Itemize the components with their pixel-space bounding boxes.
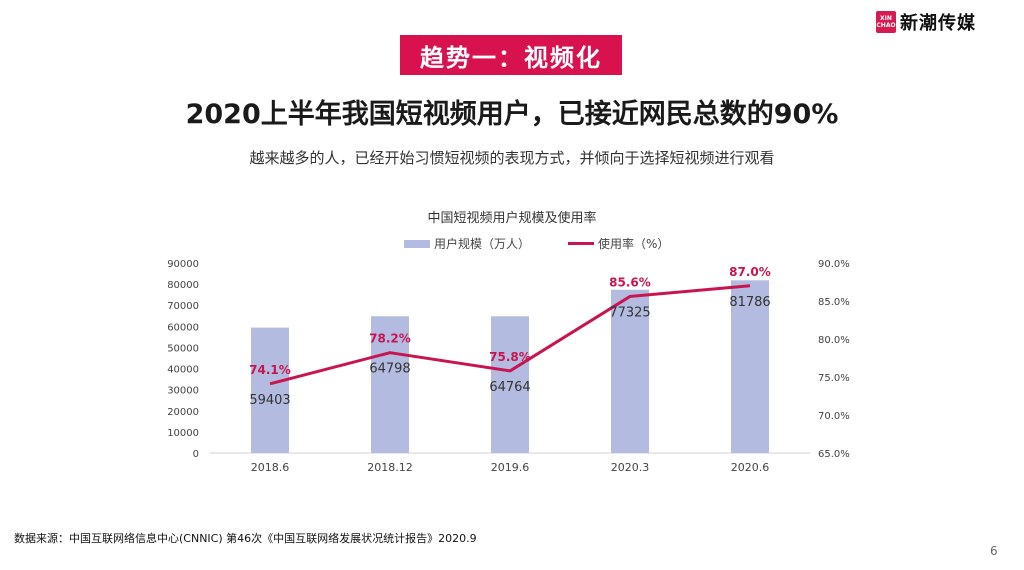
combo-chart: 0 10000 20000 30000 40000 50000 60000 70000 8000… bbox=[167, 259, 850, 474]
legend-bar-swatch bbox=[404, 239, 430, 248]
y-left-tick-label: 10000 bbox=[167, 428, 199, 439]
logo-badge-icon: XIN CHAO bbox=[876, 11, 896, 33]
line-value-label: 87.0% bbox=[729, 265, 771, 279]
y-left-tick-label: 40000 bbox=[167, 365, 199, 376]
bar-value-label: 77325 bbox=[609, 305, 650, 320]
y-left-tick-label: 70000 bbox=[167, 301, 199, 312]
y-right-tick-label: 90.0% bbox=[818, 259, 850, 270]
brand-logo: XIN CHAO 新潮传媒 bbox=[876, 9, 976, 35]
y-right-tick-label: 70.0% bbox=[818, 411, 850, 422]
bar-value-label: 64798 bbox=[369, 362, 410, 377]
y-left-tick-label: 50000 bbox=[167, 343, 199, 354]
bar-value-label: 81786 bbox=[729, 295, 770, 310]
x-tick-label: 2018.6 bbox=[251, 461, 290, 474]
x-tick-label: 2018.12 bbox=[367, 461, 413, 474]
y-left-tick-label: 80000 bbox=[167, 280, 199, 291]
y-left-tick-label: 30000 bbox=[167, 386, 199, 397]
subline: 越来越多的人，已经开始习惯短视频的表现方式，并倾向于选择短视频进行观看 bbox=[249, 149, 775, 167]
x-tick-label: 2019.6 bbox=[491, 461, 530, 474]
x-tick-label: 2020.6 bbox=[731, 461, 770, 474]
bar bbox=[611, 289, 649, 453]
x-tick-label: 2020.3 bbox=[611, 461, 650, 474]
legend-bar-label: 用户规模（万人） bbox=[434, 237, 531, 251]
usage-rate-line bbox=[269, 284, 751, 386]
bar bbox=[491, 316, 529, 453]
legend-line-label: 使用率（%） bbox=[598, 237, 670, 251]
bar bbox=[371, 316, 409, 453]
line-value-label: 75.8% bbox=[489, 350, 531, 364]
y-left-tick-label: 60000 bbox=[167, 322, 199, 333]
line-value-label: 78.2% bbox=[369, 332, 411, 346]
chart-legend: 用户规模（万人） 使用率（%） bbox=[404, 235, 669, 252]
y-right-tick-label: 80.0% bbox=[818, 335, 850, 346]
line-value-label: 85.6% bbox=[609, 275, 651, 289]
bar bbox=[731, 280, 769, 453]
section-tag: 趋势一：视频化 bbox=[400, 35, 622, 75]
y-right-tick-label: 65.0% bbox=[818, 449, 850, 460]
bar bbox=[251, 327, 289, 453]
bar-value-label: 59403 bbox=[249, 393, 290, 408]
chart-title: 中国短视频用户规模及使用率 bbox=[427, 211, 597, 226]
y-left-tick-label: 90000 bbox=[167, 259, 199, 270]
line-value-label: 74.1% bbox=[249, 363, 291, 377]
data-source-note: 数据来源：中国互联网络信息中心(CNNIC) 第46次《中国互联网络发展状况统计… bbox=[14, 532, 477, 545]
y-left-tick-label: 0 bbox=[193, 449, 199, 460]
y-right-tick-label: 85.0% bbox=[818, 297, 850, 308]
y-left-tick-label: 20000 bbox=[167, 407, 199, 418]
y-right-tick-label: 75.0% bbox=[818, 373, 850, 384]
page-number: 6 bbox=[990, 544, 998, 558]
legend-line-swatch bbox=[568, 242, 595, 245]
headline: 2020上半年我国短视频用户，已接近网民总数的90% bbox=[185, 99, 839, 130]
bar-value-label: 64764 bbox=[489, 380, 530, 395]
logo-text: 新潮传媒 bbox=[900, 13, 976, 34]
